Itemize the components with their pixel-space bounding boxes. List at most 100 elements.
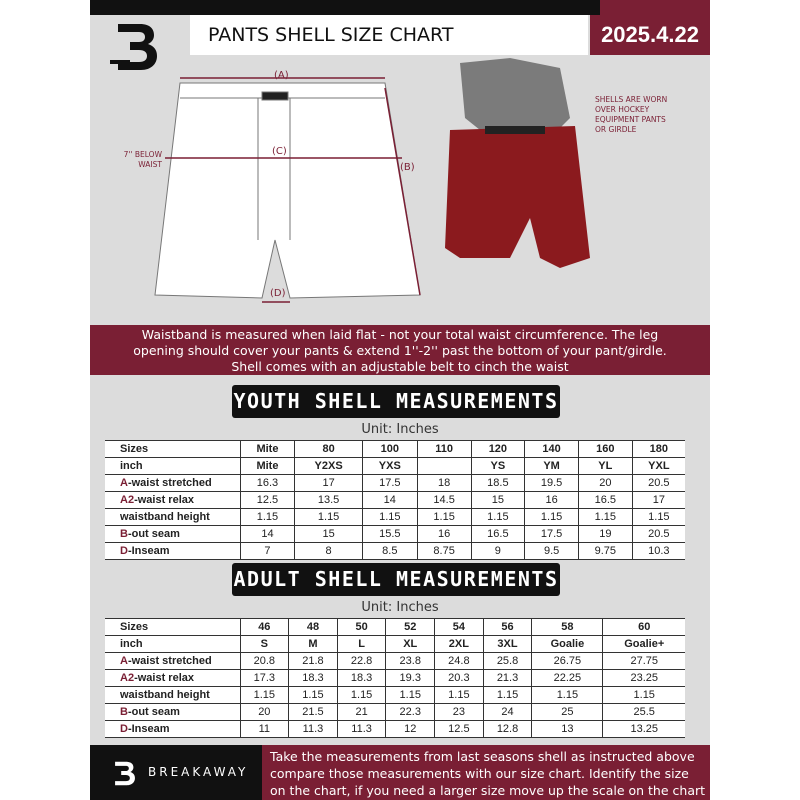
- measure-letter: A2: [120, 494, 135, 506]
- measure-label: -out seam: [127, 706, 180, 718]
- table-cell: 23: [434, 703, 484, 721]
- measure-label: -out seam: [127, 528, 180, 540]
- table-cell: 48: [288, 618, 338, 636]
- brand-name: BREAKAWAY: [148, 765, 249, 779]
- table-cell: 16.5: [577, 491, 633, 509]
- row-label: inch: [105, 635, 241, 653]
- table-row: A2-waist relax 17.3 18.3 18.3 19.3 20.3 21.3 22…: [105, 669, 685, 687]
- table-row: inch S M L XL 2XL 3XL Goalie Goalie+: [105, 635, 685, 653]
- table-cell: 19.5: [524, 474, 579, 492]
- table-row: inch Mite Y2XS YXS YS YM YL YXL: [105, 457, 685, 475]
- table-cell: 7: [239, 542, 296, 560]
- table-cell: YXS: [361, 457, 418, 475]
- table-cell: 8.5: [361, 542, 418, 560]
- row-label: waistband height: [105, 686, 241, 704]
- table-cell: 17.5: [524, 525, 579, 543]
- shorts-diagram: [154, 82, 421, 299]
- table-cell: Goalie: [531, 635, 604, 653]
- table-cell: 17.5: [361, 474, 418, 492]
- table-cell: 9: [470, 542, 526, 560]
- table-cell: 9.75: [577, 542, 633, 560]
- table-cell: 2XL: [434, 635, 484, 653]
- table-cell: Y2XS: [294, 457, 363, 475]
- measure-info-banner: Waistband is measured when laid flat - n…: [90, 325, 710, 375]
- table-cell: YM: [524, 457, 579, 475]
- pants-photo: [445, 58, 590, 268]
- table-cell: 140: [524, 440, 579, 458]
- footer-instructions: Take the measurements from last seasons …: [262, 745, 710, 800]
- banner-line: Shell comes with an adjustable belt to c…: [231, 359, 569, 374]
- table-cell: 1.15: [239, 508, 296, 526]
- row-label: A-waist stretched: [105, 652, 241, 670]
- table-cell: 21.5: [288, 703, 338, 721]
- youth-title: YOUTH SHELL MEASUREMENTS: [232, 385, 560, 418]
- table-cell: 56: [482, 618, 533, 636]
- table-cell: 23.8: [385, 652, 436, 670]
- table-cell: 8.75: [416, 542, 472, 560]
- table-cell: 26.75: [531, 652, 604, 670]
- table-cell: 27.75: [602, 652, 685, 670]
- table-cell: 52: [385, 618, 436, 636]
- breakaway-logo: [115, 761, 135, 786]
- table-cell: 24.8: [434, 652, 484, 670]
- table-cell: 12.5: [434, 720, 484, 738]
- table-cell: 16: [416, 525, 472, 543]
- measure-letter: B: [120, 706, 128, 718]
- measure-label: -Inseam: [127, 723, 170, 735]
- table-row: Sizes 46 48 50 52 54 56 58 60: [105, 618, 685, 636]
- table-cell: 14: [239, 525, 296, 543]
- row-label: Sizes: [105, 618, 241, 636]
- table-cell: 80: [294, 440, 363, 458]
- measure-label: -waist relax: [134, 494, 194, 506]
- table-cell: 1.15: [385, 686, 436, 704]
- table-row: D-Inseam 7 8 8.5 8.75 9 9.5 9.75 10.3: [105, 542, 685, 560]
- measure-letter: B: [120, 528, 128, 540]
- table-cell: 20.5: [631, 525, 685, 543]
- table-cell: 1.15: [361, 508, 418, 526]
- measure-label: waistband height: [120, 511, 210, 523]
- table-cell: 20.3: [434, 669, 484, 687]
- row-label: A2-waist relax: [105, 669, 241, 687]
- table-cell: 13: [531, 720, 604, 738]
- table-cell: 180: [631, 440, 685, 458]
- footer-line: Take the measurements from last seasons …: [270, 749, 695, 764]
- measurement-diagram: (A) (C) (B) (D) 7'' BELOW WAIST SHELLS A…: [90, 58, 710, 323]
- row-label: B-out seam: [105, 525, 241, 543]
- table-cell: 1.15: [416, 508, 472, 526]
- label-d: (D): [270, 288, 286, 299]
- page-title: PANTS SHELL SIZE CHART: [190, 15, 588, 55]
- table-cell: 21.3: [482, 669, 533, 687]
- table-row: waistband height 1.15 1.15 1.15 1.15 1.15 1.15…: [105, 686, 685, 704]
- table-cell: 21: [336, 703, 387, 721]
- measure-label: waistband height: [120, 689, 210, 701]
- table-cell: Mite: [239, 457, 296, 475]
- table-cell: 18.3: [288, 669, 338, 687]
- table-cell: 120: [470, 440, 526, 458]
- table-cell: 14.5: [416, 491, 472, 509]
- measure-label: -waist relax: [134, 672, 194, 684]
- label-b: (B): [400, 162, 415, 173]
- table-cell: 20: [239, 703, 290, 721]
- table-cell: YXL: [631, 457, 685, 475]
- table-cell: L: [336, 635, 387, 653]
- table-row: waistband height 1.15 1.15 1.15 1.15 1.15 1.15…: [105, 508, 685, 526]
- youth-size-table: Sizes Mite 80 100 110 120 140 160 180 inch Mite Y2X…: [105, 440, 685, 560]
- table-cell: 1.15: [531, 686, 604, 704]
- table-cell: 1.15: [470, 508, 526, 526]
- row-label: A2-waist relax: [105, 491, 241, 509]
- table-cell: 17: [631, 491, 685, 509]
- table-cell: 1.15: [602, 686, 685, 704]
- top-bar: [90, 0, 710, 15]
- table-cell: 22.3: [385, 703, 436, 721]
- banner-line: Waistband is measured when laid flat - n…: [141, 327, 659, 342]
- table-cell: 1.15: [524, 508, 579, 526]
- table-cell: 18.5: [470, 474, 526, 492]
- table-cell: 15: [294, 525, 363, 543]
- shell-note: SHELLS ARE WORN OVER HOCKEY EQUIPMENT PA…: [595, 95, 668, 134]
- table-cell: 1.15: [294, 508, 363, 526]
- table-cell: 19: [577, 525, 633, 543]
- table-cell: 1.15: [577, 508, 633, 526]
- table-cell: 3XL: [482, 635, 533, 653]
- table-cell: 54: [434, 618, 484, 636]
- table-cell: 22.25: [531, 669, 604, 687]
